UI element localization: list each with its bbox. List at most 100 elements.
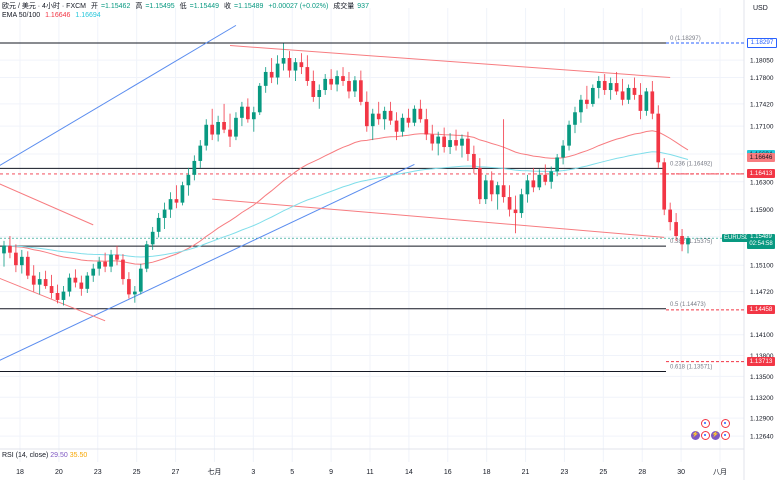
candle-body	[162, 209, 167, 218]
candle-body	[489, 180, 494, 195]
currency-label: USD	[753, 5, 768, 12]
ema-label: EMA 50/100	[2, 12, 41, 19]
candle-body	[412, 108, 417, 123]
rsi-value-2: 35.50	[69, 452, 88, 459]
candle-body	[436, 136, 441, 144]
candle-body	[555, 157, 559, 172]
close-value: =1.15489	[234, 3, 264, 10]
candle-body	[144, 244, 149, 269]
candle-body	[133, 291, 137, 295]
candle-body	[608, 83, 613, 91]
ema100-line	[3, 151, 689, 258]
price-tag: 1.18297	[747, 38, 777, 49]
candle-body	[460, 138, 464, 146]
trendlines	[0, 24, 671, 361]
candle-body	[257, 85, 262, 113]
fib-level-label: 0.618 (1.13571)	[670, 364, 712, 370]
last-price-value: 1.15489	[750, 234, 772, 241]
candle-body	[448, 140, 452, 148]
candle-body	[418, 108, 423, 120]
price-tick-label: 1.17420	[750, 101, 774, 108]
time-tick-label: 11	[366, 469, 373, 476]
candle-body	[228, 129, 232, 137]
candle-body	[287, 58, 292, 71]
candle-body	[85, 275, 90, 289]
ema-header[interactable]: EMA 50/100 1.16646 1.16694	[2, 12, 104, 19]
candle-body	[406, 117, 411, 123]
lower-channel-line	[0, 163, 415, 361]
candle-body	[341, 76, 345, 81]
candle-body	[127, 279, 131, 295]
candle-body	[240, 106, 244, 118]
candle-body	[662, 162, 667, 210]
candle-body	[329, 78, 333, 85]
economic-event-icon[interactable]	[721, 431, 730, 440]
rsi-header[interactable]: RSI (14, close) 29.50 35.50	[2, 452, 87, 459]
candle-body	[299, 62, 304, 68]
candle-body	[281, 58, 286, 64]
time-tick-label: 18	[16, 469, 24, 476]
upper-channel-line	[0, 24, 237, 166]
candle-body	[79, 282, 84, 289]
candle-body	[359, 80, 363, 102]
low-value: =1.15449	[189, 3, 220, 10]
candle-body	[49, 286, 54, 293]
candle-body	[43, 279, 48, 287]
price-tag: 1.16646	[747, 153, 775, 163]
candle-body	[454, 140, 458, 146]
fib-levels: 0 (1.18297) 0.236 (1.16492) 0.382 (1.15375…	[0, 36, 744, 372]
candle-body	[251, 112, 256, 120]
candle-body	[263, 71, 268, 86]
candle-body	[561, 145, 565, 158]
fib-level-label: 0.5 (1.14473)	[670, 302, 706, 308]
economic-event-icon[interactable]	[701, 419, 710, 428]
candle-body	[364, 101, 369, 127]
time-tick-label: 25	[133, 469, 141, 476]
candle-body	[37, 279, 42, 285]
candle-body	[198, 145, 203, 161]
candle-body	[579, 99, 583, 113]
lightning-icon[interactable]: ⚡	[711, 431, 720, 440]
candle-body	[323, 78, 328, 91]
candle-body	[91, 268, 96, 276]
candle-body	[466, 138, 470, 154]
time-tick-label: 27	[172, 469, 180, 476]
candle-body	[686, 238, 690, 245]
economic-event-icon[interactable]	[721, 419, 730, 428]
time-tick-label: 21	[522, 469, 530, 476]
time-tick-label: 23	[94, 469, 102, 476]
candle-body	[174, 199, 179, 203]
candle-body	[543, 174, 548, 182]
candle-body	[192, 160, 197, 175]
candle-body	[602, 80, 607, 91]
candle-body	[442, 136, 446, 148]
candle-body	[650, 91, 655, 114]
candle-body	[573, 112, 577, 125]
rsi-value-1: 29.50	[50, 452, 68, 459]
candle-body	[620, 91, 625, 100]
countdown: 02:54:58	[749, 241, 773, 248]
time-tick-label: 28	[638, 469, 646, 476]
candle-body	[2, 245, 6, 254]
price-tag: 1.13713	[747, 357, 775, 367]
candle-body	[656, 113, 661, 163]
candle-body	[31, 275, 36, 285]
candle-body	[61, 291, 66, 300]
candle-body	[186, 174, 191, 186]
economic-event-icon[interactable]	[701, 431, 710, 440]
candle-body	[674, 222, 678, 236]
time-tick-label: 23	[561, 469, 569, 476]
candle-body	[73, 277, 78, 283]
time-tick-label: 9	[329, 469, 333, 476]
time-tick-label: 七月	[207, 467, 221, 476]
candle-body	[585, 99, 589, 104]
price-tick-label: 1.16300	[750, 179, 774, 186]
time-tick-label: 30	[677, 469, 685, 476]
candle-body	[222, 121, 226, 130]
candle-body	[25, 256, 30, 276]
candle-body	[519, 194, 524, 214]
candle-body	[472, 153, 476, 168]
candle-body	[156, 217, 161, 232]
lightning-icon[interactable]: ⚡	[691, 431, 700, 440]
